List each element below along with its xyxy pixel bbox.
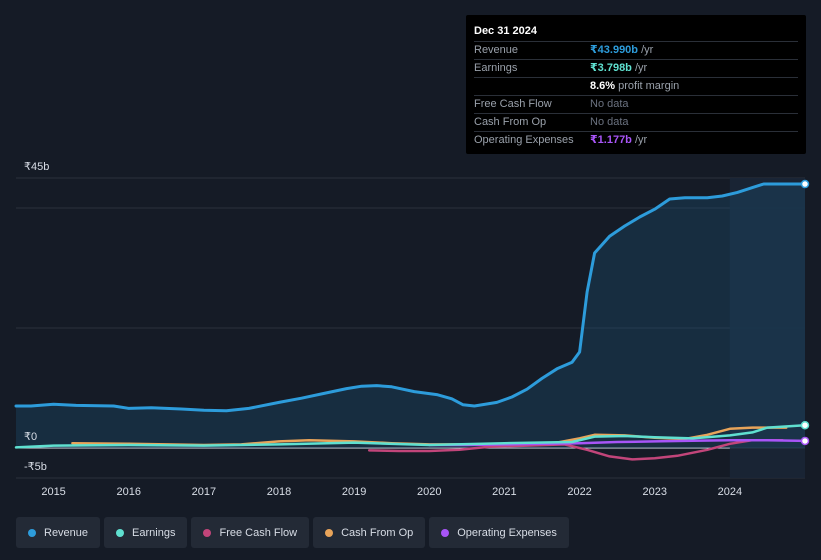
tooltip-value-unit: profit margin	[615, 80, 680, 92]
tooltip-row-label: Operating Expenses	[474, 134, 574, 146]
legend-dot-icon	[28, 528, 36, 537]
tooltip-value-number: 8.6%	[590, 80, 616, 92]
x-tick-label-2017: 2017	[192, 486, 216, 498]
tooltip-row: Revenue ₹43.990b /yr	[474, 42, 798, 60]
x-tick-label-2020: 2020	[417, 486, 441, 498]
legend-label: Operating Expenses	[457, 526, 557, 539]
tooltip-row: Operating Expenses ₹1.177b /yr	[474, 132, 798, 149]
tooltip-row-value: No data	[590, 96, 629, 113]
x-tick-label-2016: 2016	[116, 486, 140, 498]
tooltip-row-label	[474, 78, 590, 95]
x-tick-label-2021: 2021	[492, 486, 516, 498]
y-label-top: ₹45b	[24, 161, 49, 173]
x-tick-label-2015: 2015	[41, 486, 65, 498]
x-tick-label-2024: 2024	[718, 486, 742, 498]
series-area-revenue	[16, 184, 805, 448]
tooltip-row-value: ₹43.990b /yr	[590, 42, 653, 59]
tooltip-row-label: Revenue	[474, 44, 519, 56]
legend-label: Revenue	[44, 526, 89, 539]
series-line-revenue	[14, 182, 807, 413]
legend-label: Earnings	[132, 526, 176, 539]
tooltip-date: Dec 31 2024	[474, 23, 798, 42]
tooltip-row: Cash From Op No data	[474, 114, 798, 132]
tooltip-row-value: No data	[590, 114, 629, 131]
tooltip-row-label: Cash From Op	[474, 116, 547, 128]
legend-item-cash-from-op[interactable]: Cash From Op	[313, 517, 426, 548]
tooltip-value-number: ₹3.798b	[590, 62, 632, 74]
legend: Revenue Earnings Free Cash Flow Cash From O…	[16, 517, 569, 548]
tooltip-value-number: No data	[590, 116, 629, 128]
y-label-zero: ₹0	[24, 431, 37, 443]
tooltip-row-value: ₹1.177b /yr	[590, 132, 647, 149]
legend-item-revenue[interactable]: Revenue	[16, 517, 101, 548]
tooltip-value-unit: /yr	[631, 62, 648, 74]
legend-item-free-cash-flow[interactable]: Free Cash Flow	[191, 517, 310, 548]
tooltip-row-value: ₹3.798b /yr	[590, 60, 647, 77]
x-tick-label-2018: 2018	[267, 486, 291, 498]
tooltip-value-number: No data	[590, 98, 629, 110]
legend-item-earnings[interactable]: Earnings	[104, 517, 188, 548]
tooltip-row: 8.6% profit margin	[474, 78, 798, 96]
x-tick-label-2019: 2019	[342, 486, 366, 498]
legend-dot-icon	[441, 528, 450, 537]
tooltip-row-value: 8.6% profit margin	[590, 78, 679, 95]
x-tick-label-2023: 2023	[642, 486, 666, 498]
series-line-free-cash-flow	[367, 438, 784, 461]
tooltip-value-number: ₹43.990b	[590, 44, 639, 56]
tooltip-row: Earnings ₹3.798b /yr	[474, 60, 798, 78]
end-marker-revenue	[800, 179, 810, 189]
legend-dot-icon	[116, 528, 125, 537]
x-tick-label-2022: 2022	[567, 486, 591, 498]
legend-dot-icon	[203, 528, 212, 537]
tooltip-row-label: Free Cash Flow	[474, 98, 552, 110]
legend-label: Cash From Op	[341, 526, 414, 539]
tooltip-value-unit: /yr	[638, 44, 654, 56]
end-marker-earnings	[800, 420, 810, 430]
tooltip-row-label: Earnings	[474, 62, 518, 74]
legend-dot-icon	[325, 528, 334, 537]
tooltip-value-number: ₹1.177b	[590, 134, 632, 146]
tooltip-value-unit: /yr	[631, 134, 648, 146]
end-marker-operating-expenses	[800, 436, 810, 446]
y-label-bottom: -₹5b	[24, 461, 47, 473]
legend-label: Free Cash Flow	[219, 526, 298, 539]
tooltip-row: Free Cash Flow No data	[474, 96, 798, 114]
tooltip: Dec 31 2024 Revenue ₹43.990b /yr Earnings ₹…	[466, 15, 806, 154]
legend-item-operating-expenses[interactable]: Operating Expenses	[429, 517, 569, 548]
series-line-earnings	[14, 423, 807, 449]
